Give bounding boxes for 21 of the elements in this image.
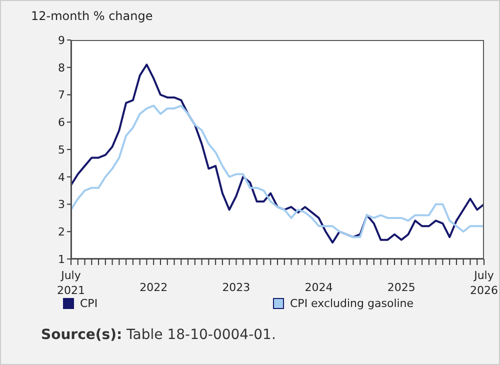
- y-tick-label: 2: [58, 226, 65, 239]
- y-axis-title: 12-month % change: [31, 9, 153, 23]
- line-series: [71, 64, 484, 244]
- y-tick-label: 7: [58, 88, 65, 102]
- x-tick-label: July 2026: [470, 269, 498, 297]
- x-tick-label: 2022: [140, 281, 168, 294]
- line-series: [71, 104, 484, 238]
- x-tick-label: 2023: [222, 281, 250, 294]
- x-tick-label: 2025: [387, 281, 416, 294]
- y-tick-label: 9: [58, 34, 65, 47]
- y-tick-label: 3: [58, 198, 65, 212]
- y-tick-label: 8: [58, 61, 65, 74]
- legend-label: CPI excluding gasoline: [290, 297, 414, 310]
- y-tick-label: 4: [58, 170, 65, 184]
- x-tick-label: 2024: [304, 281, 333, 294]
- y-tick-label: 5: [58, 143, 65, 156]
- legend-label: CPI: [80, 297, 98, 310]
- x-tick-label: July 2021: [57, 269, 85, 297]
- y-tick-label: 1: [58, 252, 65, 266]
- y-tick-label: 6: [58, 116, 65, 130]
- source-note: Source(s): Table 18-10-0004-01.: [41, 327, 276, 343]
